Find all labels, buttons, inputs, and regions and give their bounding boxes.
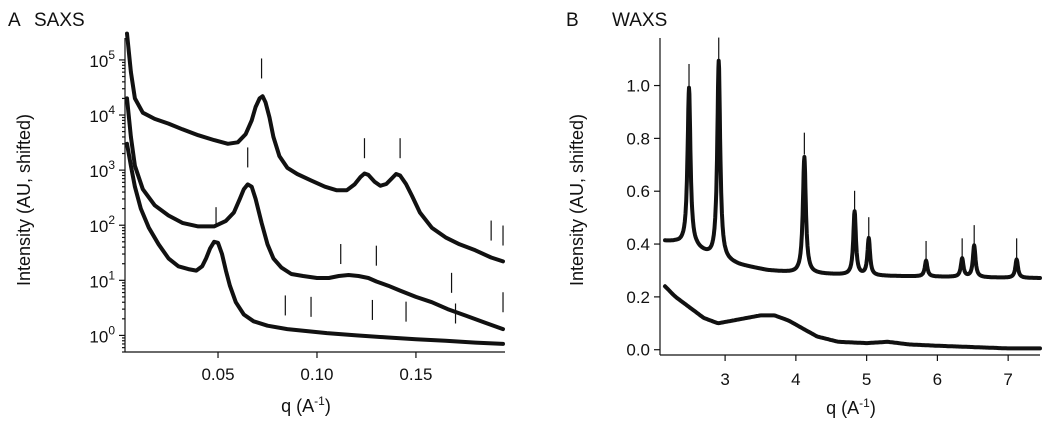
panel-a-title: SAXS [34, 10, 85, 31]
panel-b-y-tick-label: 1.0 [626, 77, 650, 96]
panel-b-x-tick-label: 5 [862, 370, 871, 389]
panel-b-y-label: Intensity (AU, shifted) [567, 114, 587, 286]
panel-a-x-tick-label: 0.05 [201, 365, 234, 384]
panel-a-x-tick-label: 0.10 [300, 365, 333, 384]
panel-a-letter: A [8, 10, 21, 31]
panel-b-y-tick-label: 0.0 [626, 341, 650, 360]
panel-b-x-label: q (A-1) [826, 396, 876, 418]
panel-b-x-tick-label: 3 [720, 370, 729, 389]
panel-a-y-tick-label: 104 [89, 103, 115, 126]
panel-b-title: WAXS [612, 10, 667, 31]
panel-a-y-tick-label: 103 [89, 158, 115, 181]
panel-a-curves [125, 31, 505, 346]
panel-b-curve-amorphous [663, 284, 1042, 351]
panel-a-x-label: q (A-1) [281, 394, 331, 416]
panel-b-curve-crystalline [663, 58, 1042, 280]
panel-a-y-tick-label: 100 [89, 323, 115, 346]
panel-a-curve-1 [125, 31, 505, 264]
panel-b-curves [663, 58, 1042, 351]
panel-a-curve-2 [125, 96, 505, 332]
panel-b-y-tick-label: 0.6 [626, 182, 650, 201]
panel-b-y-tick-label: 0.4 [626, 235, 650, 254]
panel-a-ticks: 0.05 0.10 0.15 100 101 102 103 104 105 [89, 48, 432, 384]
panel-a-y-tick-label: 101 [89, 268, 115, 291]
panel-b-letter: B [566, 10, 579, 31]
panel-a-curve-3 [125, 141, 505, 346]
panel-b-x-tick-label: 4 [791, 370, 800, 389]
panel-a-y-tick-label: 102 [89, 213, 115, 236]
panel-b-waxs: B WAXS Intensity (AU, shifted) q (A-1) 3… [566, 10, 1042, 418]
panel-a-x-tick-label: 0.15 [399, 365, 432, 384]
panel-b-y-tick-label: 0.8 [626, 129, 650, 148]
panel-a-reflection-markers [215, 58, 504, 324]
panel-a-y-tick-label: 105 [89, 48, 115, 71]
panel-b-y-tick-label: 0.2 [626, 288, 650, 307]
panel-b-ticks: 3 4 5 6 7 0.0 0.2 0.4 0.6 0.8 1.0 [626, 77, 1013, 389]
panel-a-y-label: Intensity (AU, shifted) [14, 114, 34, 286]
panel-b-x-tick-label: 7 [1003, 370, 1012, 389]
panel-b-reflection-markers [688, 37, 1018, 263]
panel-b-x-tick-label: 6 [933, 370, 942, 389]
panel-a-saxs: A SAXS Intensity (AU, shifted) q (A-1) 0… [8, 10, 505, 416]
